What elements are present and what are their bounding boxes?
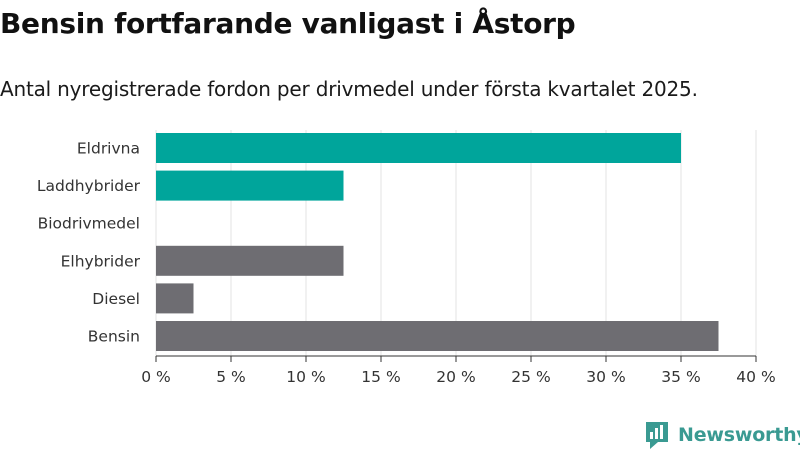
bar — [156, 133, 681, 163]
bars — [156, 133, 719, 351]
x-tick-label: 30 % — [586, 368, 625, 386]
x-tick-label: 35 % — [661, 368, 700, 386]
grid-lines — [155, 130, 757, 356]
bar — [156, 283, 194, 314]
bar — [156, 245, 344, 276]
brand-name: Newsworthy — [678, 424, 800, 446]
x-tick-label: 0 % — [141, 368, 171, 386]
x-axis: 0 % 5 % 10 % 15 % 20 % 25 % 30 % 35 % 40 % — [141, 355, 776, 386]
bar — [156, 321, 719, 351]
x-tick-label: 40 % — [736, 368, 775, 386]
category-label: Biodrivmedel — [38, 215, 140, 233]
chart-title: Bensin fortfarande vanligast i Åstorp — [0, 7, 576, 40]
category-label: Elhybrider — [61, 252, 141, 270]
category-label: Diesel — [92, 290, 140, 308]
category-label: Laddhybrider — [37, 177, 141, 195]
x-tick-label: 20 % — [436, 368, 475, 386]
bar — [156, 170, 344, 201]
category-labels: Eldrivna Laddhybrider Biodrivmedel Elhybrid… — [37, 140, 141, 346]
chart-subtitle: Antal nyregistrerade fordon per drivmede… — [0, 77, 698, 101]
newsworthy-logo-icon — [646, 422, 668, 449]
x-tick-label: 25 % — [511, 368, 550, 386]
category-label: Bensin — [88, 328, 140, 346]
x-tick-label: 10 % — [286, 368, 325, 386]
x-tick-label: 15 % — [361, 368, 400, 386]
category-label: Eldrivna — [77, 140, 140, 158]
brand-logo: Newsworthy — [644, 419, 800, 451]
x-tick-label: 5 % — [216, 368, 246, 386]
